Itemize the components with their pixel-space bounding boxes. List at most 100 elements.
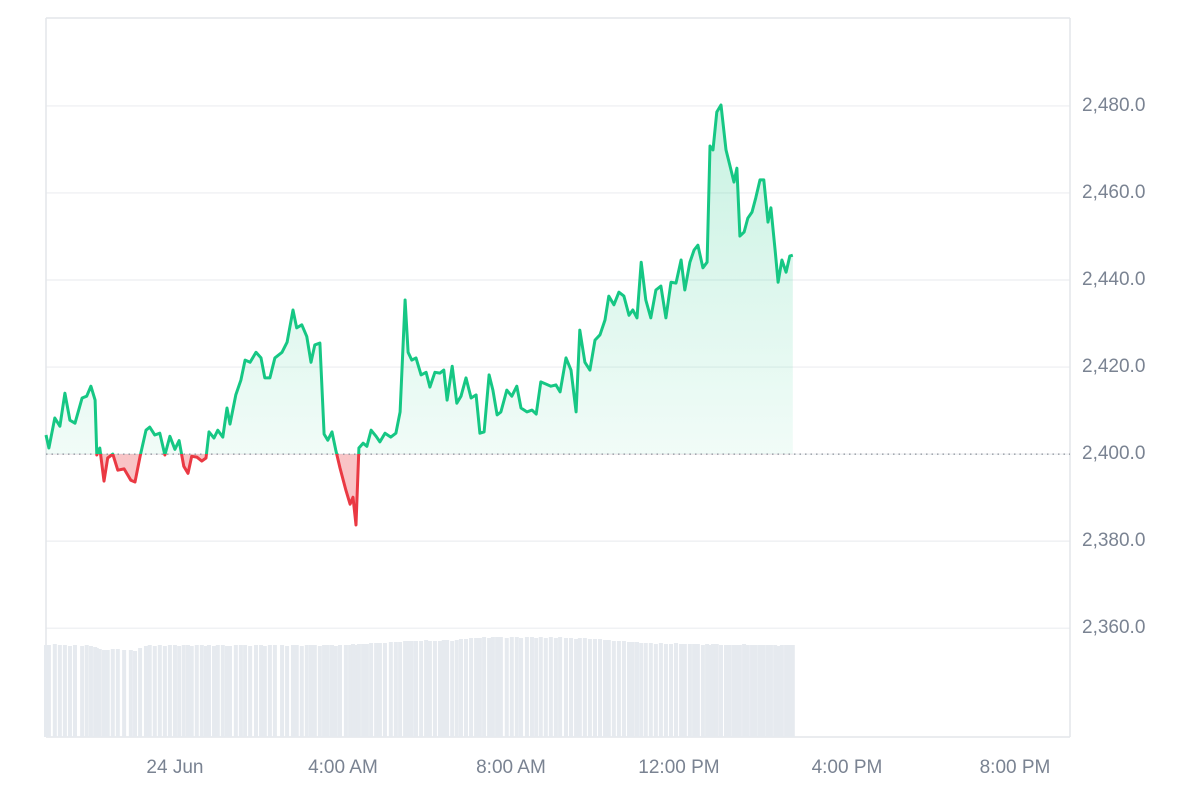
volume-bar <box>658 643 663 737</box>
volume-bar <box>94 648 99 737</box>
volume-bar <box>67 646 72 737</box>
volume-bar <box>259 645 264 737</box>
volume-bar <box>189 646 194 737</box>
volume-bar <box>285 646 290 737</box>
volume-bar <box>294 645 299 737</box>
volume-bar <box>727 645 732 737</box>
area <box>46 105 793 525</box>
volume-bar <box>758 645 763 737</box>
volume-bar <box>343 645 348 737</box>
volume-bar <box>679 644 684 737</box>
volume-bar <box>504 638 509 737</box>
volume-bar <box>441 640 446 737</box>
volume-bar <box>529 637 534 737</box>
volume-bar <box>312 645 317 737</box>
volume-bar <box>406 641 411 737</box>
volume-bar <box>724 645 729 737</box>
volume-bar <box>674 643 679 737</box>
volume-bar <box>687 644 692 737</box>
volume-bar <box>393 642 398 737</box>
x-tick-label: 8:00 AM <box>476 757 546 778</box>
volume-bar <box>377 643 382 737</box>
volume-bar <box>105 650 110 737</box>
volume-bar <box>768 645 773 737</box>
volume-bar <box>474 638 479 737</box>
volume-bar <box>450 641 455 737</box>
volume-bar <box>603 640 608 737</box>
volume-bar <box>353 645 358 737</box>
volume-bar <box>143 646 148 737</box>
volume-bar <box>220 645 225 737</box>
volume-bar <box>110 649 115 737</box>
volume-bar <box>233 645 238 737</box>
volume-bar <box>57 645 62 737</box>
volume-bar <box>587 639 592 737</box>
volume-bar <box>469 638 474 737</box>
volume-bar <box>351 644 356 737</box>
volume-bar <box>138 648 143 737</box>
volume-bar <box>553 638 558 737</box>
volume-bar <box>750 645 755 737</box>
volume-bar <box>734 645 739 737</box>
volume-bar <box>598 639 603 737</box>
volume-bar <box>534 638 539 737</box>
volume-bar <box>577 638 582 737</box>
volume-bar <box>705 644 710 737</box>
volume-bar <box>563 638 568 737</box>
volume-bar <box>97 649 102 737</box>
volume-bar <box>524 637 529 737</box>
volume-bar <box>409 641 414 737</box>
volume-bar <box>787 645 792 737</box>
volume-bar <box>695 644 700 737</box>
y-tick-label: 2,400.0 <box>1082 443 1145 464</box>
volume-bar <box>398 642 403 737</box>
volume-bar <box>204 646 209 737</box>
volume-bar <box>206 645 211 737</box>
volume-bar <box>574 639 579 737</box>
volume-bar <box>753 645 758 737</box>
volume-bar <box>514 637 519 737</box>
volume-bar <box>482 637 487 737</box>
volume-bar <box>72 645 77 737</box>
volume-bar <box>432 641 437 737</box>
volume-bar <box>653 644 658 737</box>
volume-bar <box>62 645 67 737</box>
volume-bar <box>708 645 713 737</box>
volume-bar <box>272 645 277 737</box>
volume-bar <box>643 643 648 737</box>
volume-bar <box>364 644 369 737</box>
volume-bar <box>101 650 106 737</box>
volume-bar <box>356 644 361 737</box>
volume-bar <box>122 650 127 737</box>
volume-bar <box>309 645 314 737</box>
volume-bar <box>177 646 182 737</box>
volume-bar <box>639 643 644 737</box>
volume-bar <box>543 638 548 737</box>
volume-bar <box>248 646 253 737</box>
volume-bar <box>152 646 157 737</box>
x-tick-label: 24 Jun <box>146 757 203 778</box>
volume-bar <box>710 644 715 737</box>
y-tick-label: 2,460.0 <box>1082 182 1145 203</box>
volume-bar <box>663 644 668 737</box>
volume-bar <box>199 645 204 737</box>
volume-bar <box>46 645 51 737</box>
volume-bar <box>427 641 432 737</box>
volume-bar <box>128 650 133 737</box>
volume-bar <box>227 646 232 737</box>
volume-bar <box>262 646 267 737</box>
volume-bar <box>682 644 687 737</box>
y-tick-label: 2,360.0 <box>1082 617 1145 638</box>
volume-bar <box>215 645 220 737</box>
volume-bar <box>737 645 742 737</box>
volume-bar <box>322 645 327 737</box>
volume-bar <box>325 645 330 737</box>
volume-bar <box>714 644 719 737</box>
y-tick-label: 2,420.0 <box>1082 356 1145 377</box>
volume-bar <box>185 645 190 737</box>
volume-bar <box>374 643 379 737</box>
volume-bar <box>464 639 469 737</box>
volume-bar <box>490 637 495 737</box>
